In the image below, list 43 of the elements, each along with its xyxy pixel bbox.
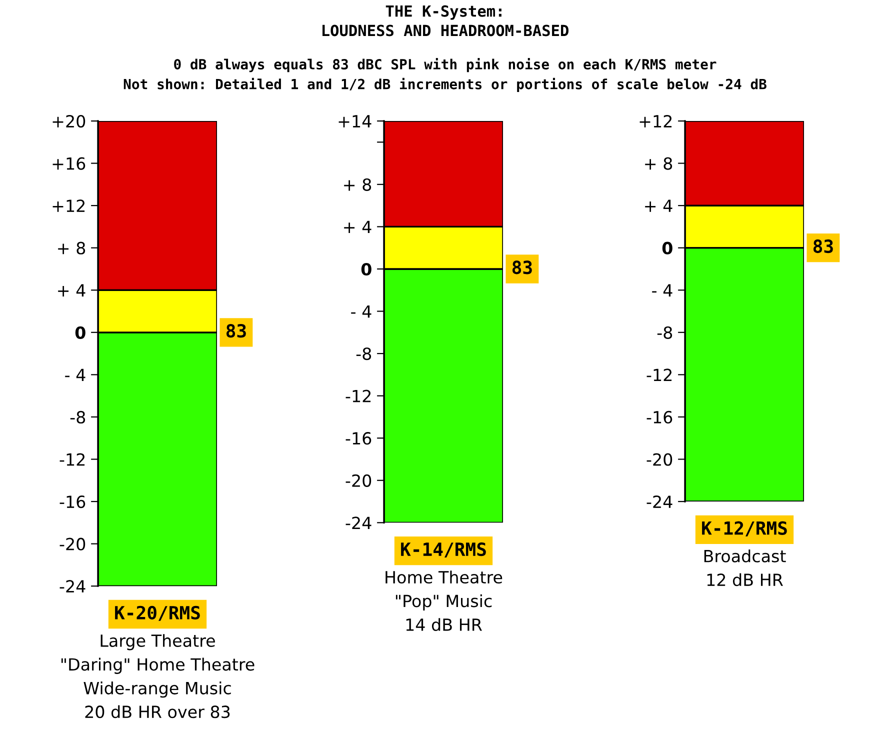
y-tick-label: + 8 — [58, 242, 86, 254]
y-tick-label: -20 — [346, 474, 372, 487]
y-tick-label: + 4 — [344, 220, 372, 234]
text: 83 — [512, 260, 532, 274]
y-tick-label: 0 — [361, 262, 372, 276]
text: Large Theatre "Daring" Home Theatre Wide-range Music 20 dB HR over 83 — [61, 634, 254, 718]
y-tick-label: -8 — [70, 410, 86, 424]
y-tick-label: + 4 — [645, 200, 672, 212]
y-tick-label: 0 — [662, 242, 672, 254]
y-tick-label: -8 — [657, 326, 672, 339]
y-tick-label: -24 — [346, 516, 372, 529]
x-tick-label: K-12/RMS — [702, 521, 787, 536]
y-tick-label: -12 — [60, 453, 85, 466]
y-tick-label: 0 — [75, 326, 86, 339]
y-tick-label: + 8 — [344, 178, 372, 191]
y-tick-label: - 4 — [65, 368, 86, 382]
y-tick-label: -8 — [356, 348, 372, 360]
y-tick-label: - 4 — [652, 284, 672, 296]
y-tick-label: -16 — [346, 432, 372, 445]
text: 83 — [226, 324, 246, 338]
text: 83 — [813, 239, 833, 254]
y-tick-label: +12 — [640, 114, 672, 128]
x-tick-label: K-14/RMS — [401, 542, 486, 558]
text: Broadcast 12 dB HR — [704, 550, 786, 586]
y-tick-label: -24 — [60, 580, 86, 592]
y-tick-label: + 8 — [645, 157, 672, 170]
y-tick-label: +16 — [52, 157, 86, 170]
y-tick-label: -16 — [646, 410, 672, 424]
y-tick-label: +14 — [338, 115, 372, 128]
y-tick-label: -16 — [60, 495, 86, 508]
y-tick-label: +12 — [52, 200, 85, 212]
y-tick-label: -24 — [646, 495, 672, 508]
y-tick-label: -20 — [60, 538, 86, 550]
x-tick-label: K-20/RMS — [115, 606, 200, 621]
y-tick-label: -12 — [646, 368, 672, 382]
chart-title: THE K-System: LOUDNESS AND HEADROOM-BASED — [322, 5, 568, 36]
y-tick-label: - 4 — [351, 305, 372, 318]
y-tick-label: +20 — [52, 114, 86, 128]
y-tick-label: -20 — [646, 453, 672, 466]
chart-subtitle: 0 dB always equals 83 dBC SPL with pink noise on each K/RMS meter Not shown: Detailed 1 and 1/2 dB increments or portions of scale below -24 dB — [124, 58, 766, 92]
text: Home Theatre "Pop" Music 14 dB HR — [386, 570, 502, 632]
y-tick-label: -12 — [346, 390, 371, 402]
y-tick-label: + 4 — [58, 284, 86, 296]
